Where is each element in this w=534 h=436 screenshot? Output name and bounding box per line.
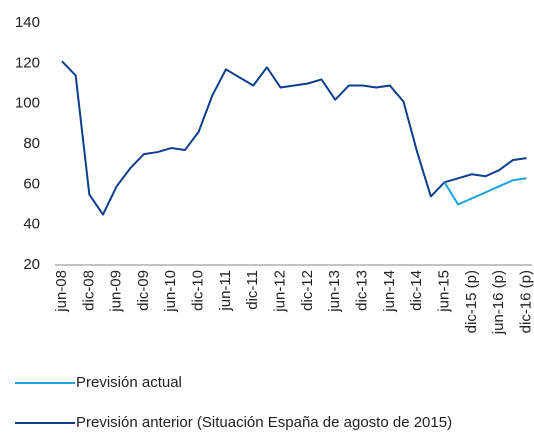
legend-label: Previsión actual (76, 374, 182, 391)
x-tick-label: dic-11 (244, 270, 261, 310)
series-line (443, 177, 527, 206)
x-tick-label: jun-09 (108, 270, 125, 313)
y-tick-label: 40 (23, 216, 40, 233)
x-tick-label: dic-10 (190, 270, 207, 311)
x-tick-label: dic-14 (408, 270, 425, 311)
y-tick-label: 80 (23, 135, 40, 152)
x-tick-label: dic-13 (353, 270, 370, 311)
x-tick-label: dic-15 (p) (463, 270, 480, 333)
y-tick-label: 20 (23, 256, 40, 273)
x-tick-label: jun-08 (53, 270, 70, 313)
x-tick-label: jun-15 (435, 270, 452, 313)
y-tick-label: 60 (23, 175, 40, 192)
x-tick-label: dic-09 (135, 270, 152, 311)
x-tick-label: dic-08 (80, 270, 97, 311)
x-tick-label: jun-11 (217, 270, 234, 312)
y-tick-label: 100 (15, 95, 40, 112)
x-tick-label: dic-12 (299, 270, 316, 311)
x-tick-label: jun-16 (p) (490, 270, 507, 335)
series-line (61, 60, 527, 216)
y-tick-label: 120 (15, 54, 40, 71)
x-tick-label: dic-16 (p) (517, 270, 534, 333)
x-tick-label: jun-10 (162, 270, 179, 313)
x-tick-label: jun-14 (381, 270, 398, 313)
y-tick-label: 140 (15, 14, 40, 31)
x-tick-label: jun-12 (272, 270, 289, 313)
legend-label: Previsión anterior (Situación España de … (76, 414, 452, 431)
x-tick-label: jun-13 (326, 270, 343, 313)
